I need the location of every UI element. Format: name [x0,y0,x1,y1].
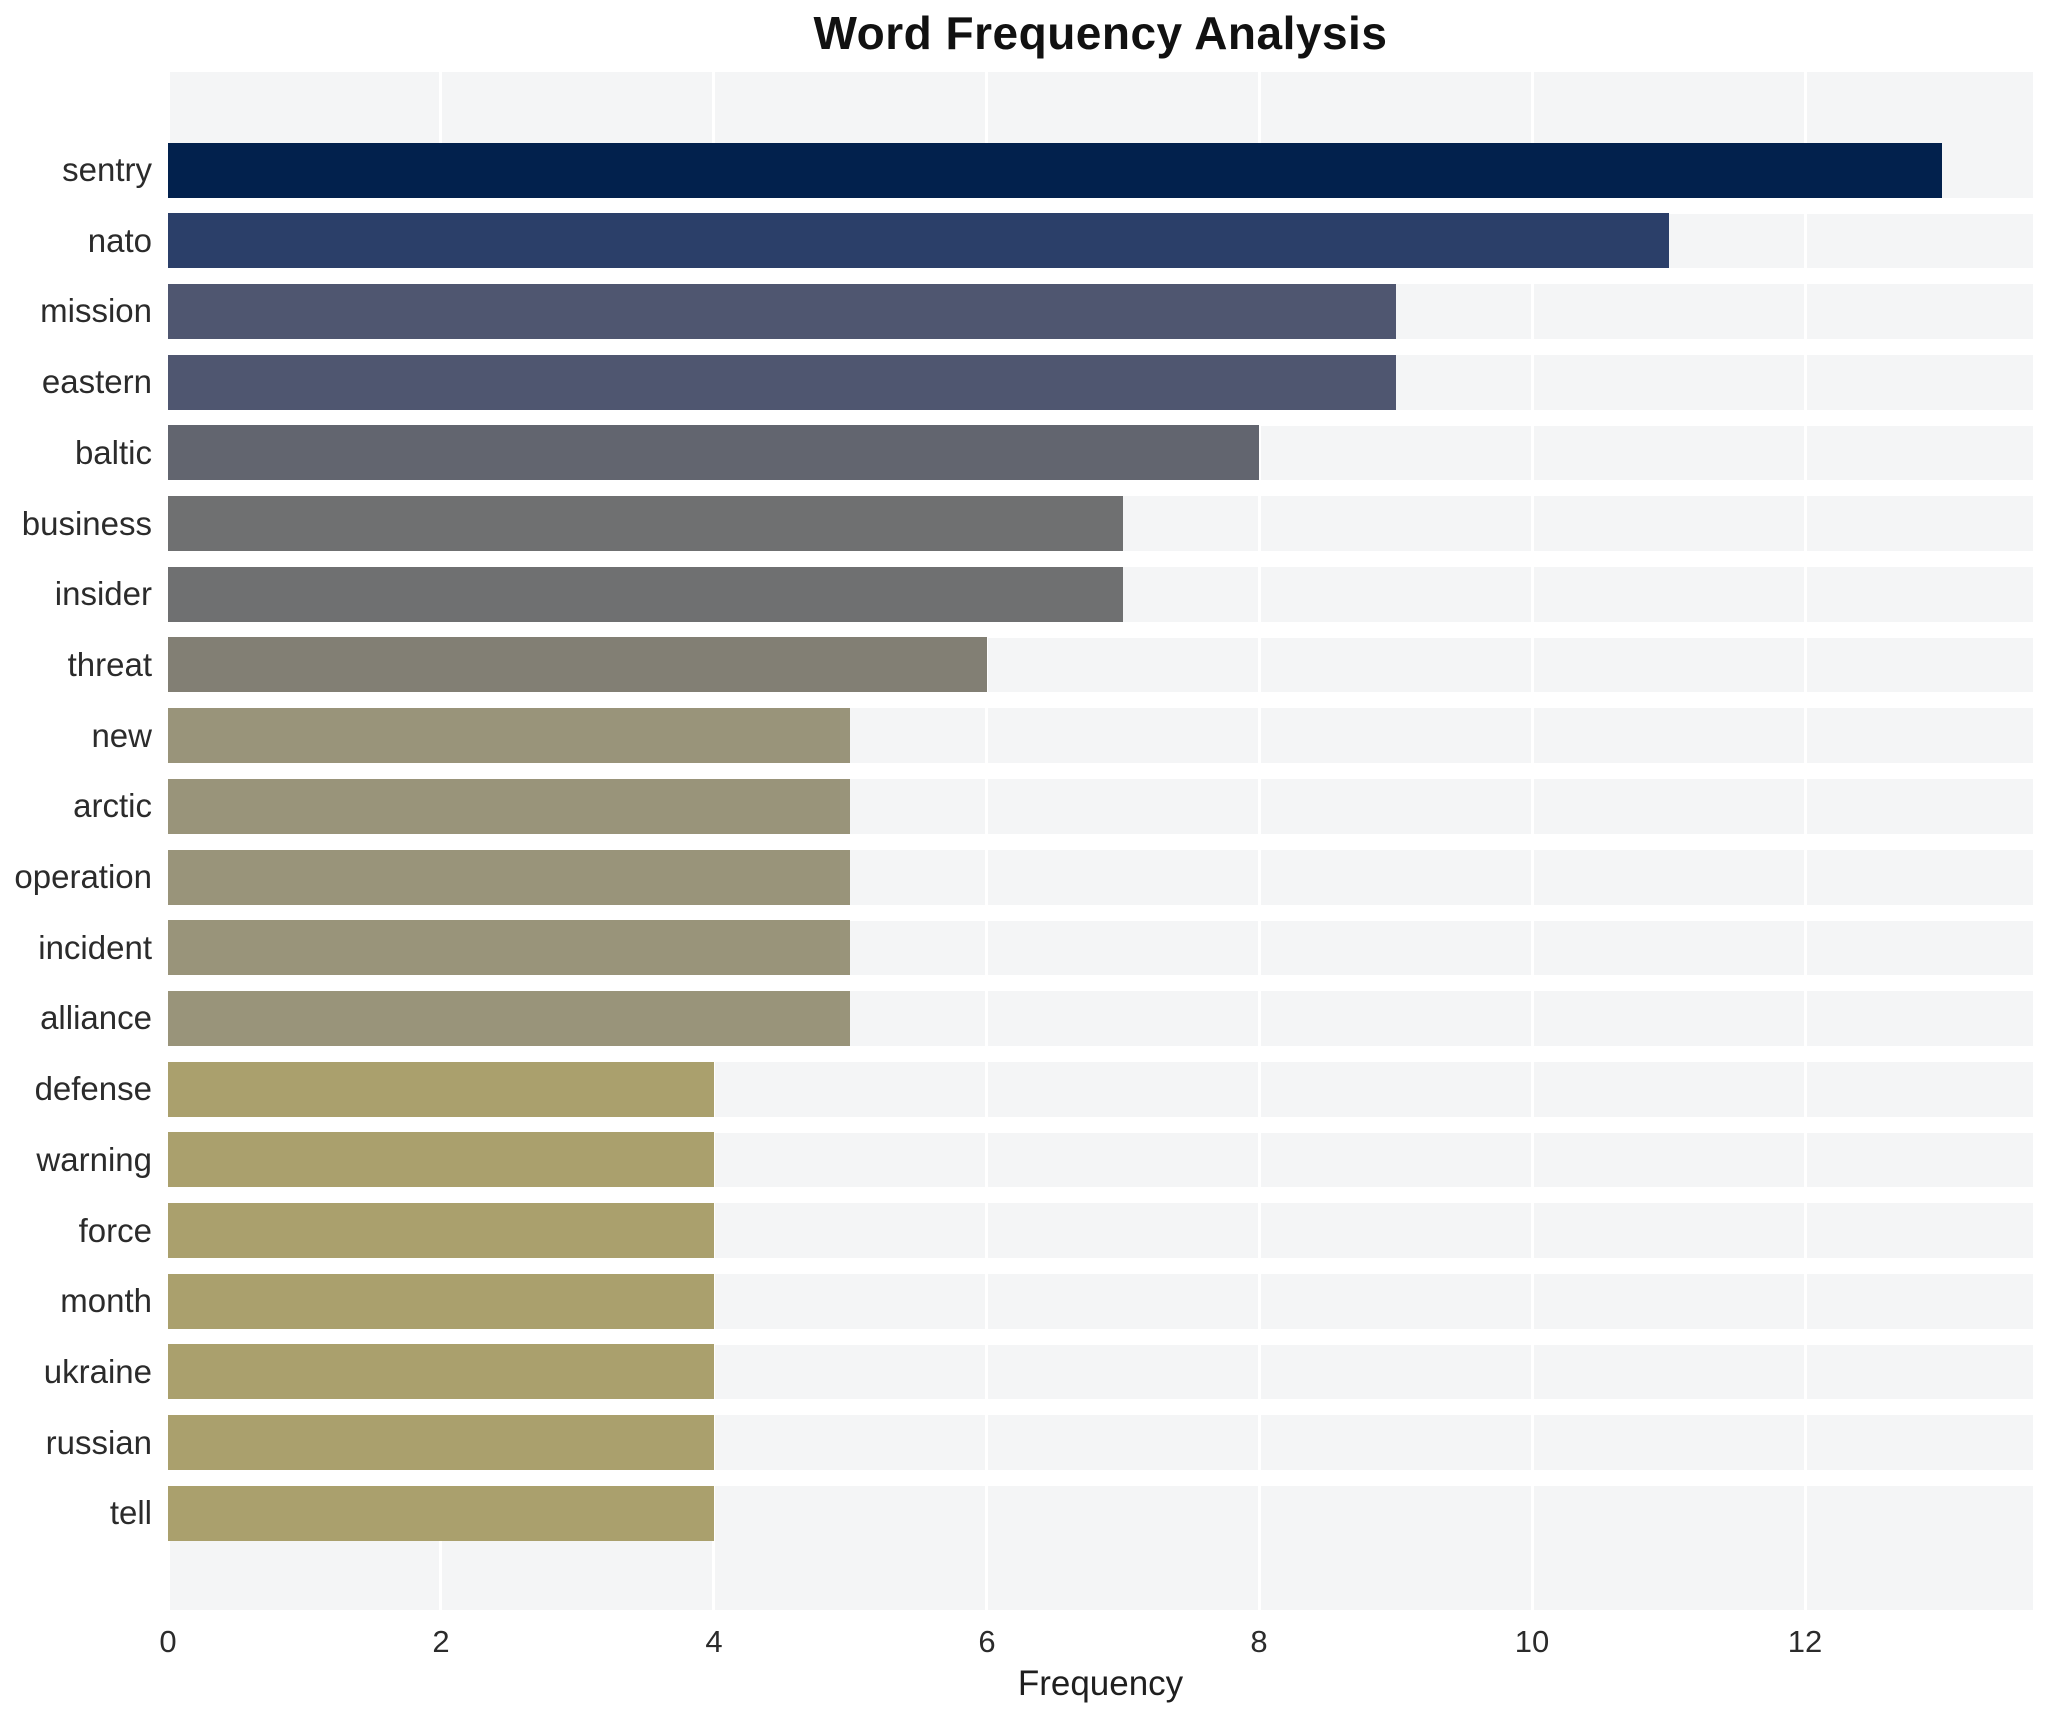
bar-threat [168,637,987,692]
row-separator [168,268,2033,284]
y-tick-label-force: force [78,1212,152,1249]
x-tick-label-0: 0 [159,1624,177,1659]
bar-mission [168,284,1396,339]
y-tick-label-month: month [60,1282,152,1319]
y-tick-label-incident: incident [38,929,152,966]
row-separator [168,1258,2033,1274]
y-tick-label-alliance: alliance [40,999,152,1036]
row-separator [168,1329,2033,1345]
bar-incident [168,920,850,975]
x-tick-label-2: 2 [432,1624,450,1659]
y-tick-label-insider: insider [54,575,152,612]
bar-new [168,708,850,763]
y-tick-label-russian: russian [45,1424,152,1461]
x-tick-label-6: 6 [978,1624,996,1659]
bar-ukraine [168,1344,714,1399]
y-tick-label-sentry: sentry [62,151,152,188]
row-separator [168,905,2033,921]
x-tick-label-12: 12 [1787,1624,1823,1659]
bar-operation [168,850,850,905]
row-separator [168,975,2033,991]
bar-month [168,1274,714,1329]
bar-nato [168,213,1669,268]
row-separator [168,339,2033,355]
row-separator [168,1470,2033,1486]
plot-area [167,72,2033,1610]
y-tick-label-business: business [21,505,152,542]
y-tick-label-threat: threat [67,646,152,683]
row-separator [168,1187,2033,1203]
bar-defense [168,1062,714,1117]
y-tick-label-eastern: eastern [41,363,152,400]
row-separator [168,834,2033,850]
bar-force [168,1203,714,1258]
x-tick-label-4: 4 [705,1624,723,1659]
bar-alliance [168,991,850,1046]
y-tick-label-defense: defense [34,1070,152,1107]
bar-arctic [168,779,850,834]
row-separator [168,1399,2033,1415]
y-tick-label-operation: operation [14,858,152,895]
bar-eastern [168,355,1396,410]
y-tick-label-new: new [91,717,152,754]
row-separator [168,622,2033,638]
bar-warning [168,1132,714,1187]
row-separator [168,1117,2033,1133]
row-separator [168,692,2033,708]
x-tick-label-8: 8 [1250,1624,1268,1659]
bar-russian [168,1415,714,1470]
bar-baltic [168,425,1259,480]
y-tick-label-tell: tell [109,1494,152,1531]
y-tick-label-ukraine: ukraine [43,1353,152,1390]
y-tick-label-mission: mission [40,292,152,329]
row-separator [168,763,2033,779]
y-tick-label-arctic: arctic [73,787,152,824]
row-separator [168,1046,2033,1062]
chart-title: Word Frequency Analysis [813,7,1388,59]
x-tick-label-10: 10 [1514,1624,1550,1659]
row-separator [168,198,2033,214]
row-separator [168,551,2033,567]
y-tick-label-nato: nato [87,222,152,259]
y-tick-label-baltic: baltic [74,434,152,471]
bar-business [168,496,1123,551]
y-tick-label-warning: warning [36,1141,152,1178]
bar-tell [168,1486,714,1541]
row-separator [168,410,2033,426]
row-separator [168,480,2033,496]
bar-sentry [168,143,1942,198]
x-axis-title: Frequency [1017,1664,1184,1703]
bar-insider [168,567,1123,622]
